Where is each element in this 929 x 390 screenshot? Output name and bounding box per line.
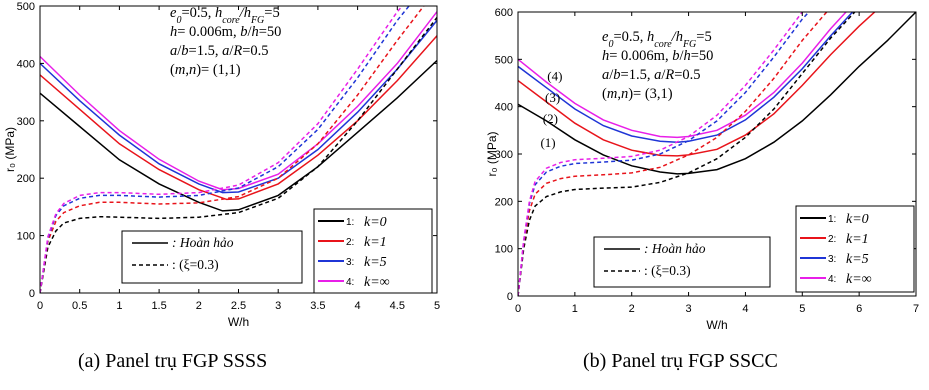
figure: 0 0.5 1 1.5 2 2.5 3 3.5 4 4.5 50100200300400500W/h… <box>3 1 919 332</box>
legend-k-number: 1: <box>828 214 836 225</box>
series-line-k0-perfect <box>40 59 437 212</box>
y-tick-label: 200 <box>495 196 513 208</box>
y-tick-label: 100 <box>495 244 513 256</box>
x-tick-label: 1 <box>116 300 122 312</box>
x-tick-label: 2 <box>196 300 202 312</box>
caption-panel-b: (b) Panel trụ FGP SSCC <box>583 350 778 372</box>
legend-style-label: : (ξ=0.3) <box>172 257 219 272</box>
parameter-block: e0=0.5, hcore/hFG=5h= 0.006m, b/h=50 a/b=… <box>602 29 713 102</box>
series-line-k5-imperfect <box>518 12 810 296</box>
x-tick-label: 4.5 <box>390 300 405 312</box>
x-axis-label: W/h <box>706 318 727 332</box>
legend-k-number: 2: <box>346 237 354 248</box>
series-line-k1-perfect <box>40 35 437 201</box>
parameter-line: (m,n)= (1,1) <box>170 62 241 78</box>
curve-label: (1) <box>540 135 555 150</box>
legend-style-label: : Hoàn hảo <box>644 241 706 256</box>
x-tick-label: 3.5 <box>310 300 325 312</box>
legend-k-label: k=1 <box>364 235 387 250</box>
parameter-line: a/b=1.5, a/R=0.5 <box>170 43 269 59</box>
legend-k-number: 4: <box>828 274 836 285</box>
chart-panel-b: 0 1 2 3 4 5 6 7 0 100 200 300 400 500 600 W/h r₀ (MPa) e0… <box>485 7 919 332</box>
x-axis-label: W/h <box>228 315 249 329</box>
x-tick-label: 1.5 <box>151 300 166 312</box>
x-tick-label: 0 <box>37 300 43 312</box>
parameter-line: h= 0.006m, b/h=50 <box>602 48 713 64</box>
series-line-k0-imperfect <box>40 17 437 293</box>
y-axis-label: r₀ (MPa) <box>3 127 17 172</box>
legend-style-label: : Hoàn hảo <box>172 235 234 250</box>
y-tick-label: 100 <box>17 231 35 243</box>
legend-k-label: k=5 <box>364 255 387 270</box>
chart-panel-a: 0 0.5 1 1.5 2 2.5 3 3.5 4 4.5 5 0 100 200 300 400 500 W/h… <box>3 1 440 329</box>
series-line-kinf-perfect <box>518 12 848 139</box>
parameter-line: (m,n)= (3,1) <box>602 86 673 102</box>
x-tick-label: 0.5 <box>72 300 87 312</box>
series-group <box>518 12 916 296</box>
y-tick-label: 300 <box>495 149 513 161</box>
parameter-block: e0=0.5, hcore/hFG=5h= 0.006m, b/h=50 a/b=… <box>170 5 281 78</box>
legend-style-box <box>593 236 771 288</box>
legend-k-number: 3: <box>346 257 354 268</box>
y-tick-label: 200 <box>17 173 35 185</box>
x-tick-label: 4 <box>355 300 361 312</box>
series-line-k1-perfect <box>518 12 876 157</box>
x-tick-label: 6 <box>856 303 862 315</box>
y-tick-label: 300 <box>17 116 35 128</box>
series-line-k5-perfect <box>518 12 854 143</box>
y-tick-label: 0 <box>29 288 35 300</box>
legend-k-label: k=0 <box>364 215 387 230</box>
legend-k-number: 4: <box>346 277 354 288</box>
legend-k-label: k=∞ <box>364 275 390 290</box>
x-tick-label: 3 <box>275 300 281 312</box>
x-tick-label: 2 <box>629 303 635 315</box>
y-tick-label: 400 <box>495 102 513 114</box>
legend-style: : Hoàn hảo : (ξ=0.3) <box>593 236 771 288</box>
x-tick-label: 4 <box>742 303 748 315</box>
x-tick-label: 1 <box>572 303 578 315</box>
x-tick-label: 7 <box>913 303 919 315</box>
series-group <box>40 6 437 293</box>
legend-k-label: k=5 <box>846 252 869 267</box>
legend-k-box <box>313 208 433 294</box>
legend-k-label: k=0 <box>846 212 869 227</box>
y-tick-label: 500 <box>495 54 513 66</box>
parameter-line: e0=0.5, hcore/hFG=5 <box>170 5 280 26</box>
legend-style-box <box>121 230 303 284</box>
series-line-kinf-imperfect <box>40 6 404 293</box>
curve-label: (3) <box>545 90 560 105</box>
series-line-k5-perfect <box>40 19 437 194</box>
legend-style: : Hoàn hảo : (ξ=0.3) <box>121 230 303 284</box>
y-tick-label: 500 <box>17 1 35 13</box>
curve-label: (2) <box>543 111 558 126</box>
parameter-line: e0=0.5, hcore/hFG=5 <box>602 29 712 50</box>
legend-style-label: : (ξ=0.3) <box>644 263 691 278</box>
legend-k: 1: k=0 2: k=1 3: k=5 4: k=∞ <box>313 208 433 294</box>
series-line-kinf-imperfect <box>518 12 804 296</box>
series-line-k1-imperfect <box>40 6 425 293</box>
legend-k-number: 1: <box>346 217 354 228</box>
y-axis-label: r₀ (MPa) <box>485 132 499 177</box>
x-tick-label: 5 <box>799 303 805 315</box>
legend-k-label: k=1 <box>846 232 869 247</box>
series-line-k5-imperfect <box>40 6 410 293</box>
caption-panel-a: (a) Panel trụ FGP SSSS <box>78 350 268 372</box>
x-tick-label: 2.5 <box>231 300 246 312</box>
parameter-line: h= 0.006m, b/h=50 <box>170 24 281 40</box>
x-tick-label: 3 <box>686 303 692 315</box>
series-line-k1-imperfect <box>518 12 828 296</box>
legend-k-number: 3: <box>828 254 836 265</box>
x-tick-label: 0 <box>515 303 521 315</box>
x-tick-label: 5 <box>434 300 440 312</box>
y-tick-label: 400 <box>17 58 35 70</box>
parameter-line: a/b=1.5, a/R=0.5 <box>602 67 701 83</box>
legend-k-label: k=∞ <box>846 272 872 287</box>
legend-k: 1: k=0 2: k=1 3: k=5 4: k=∞ <box>795 205 915 293</box>
legend-k-number: 2: <box>828 234 836 245</box>
y-tick-label: 600 <box>495 7 513 19</box>
series-line-k0-perfect <box>518 12 916 175</box>
y-tick-label: 0 <box>507 291 513 303</box>
curve-label: (4) <box>547 69 562 84</box>
